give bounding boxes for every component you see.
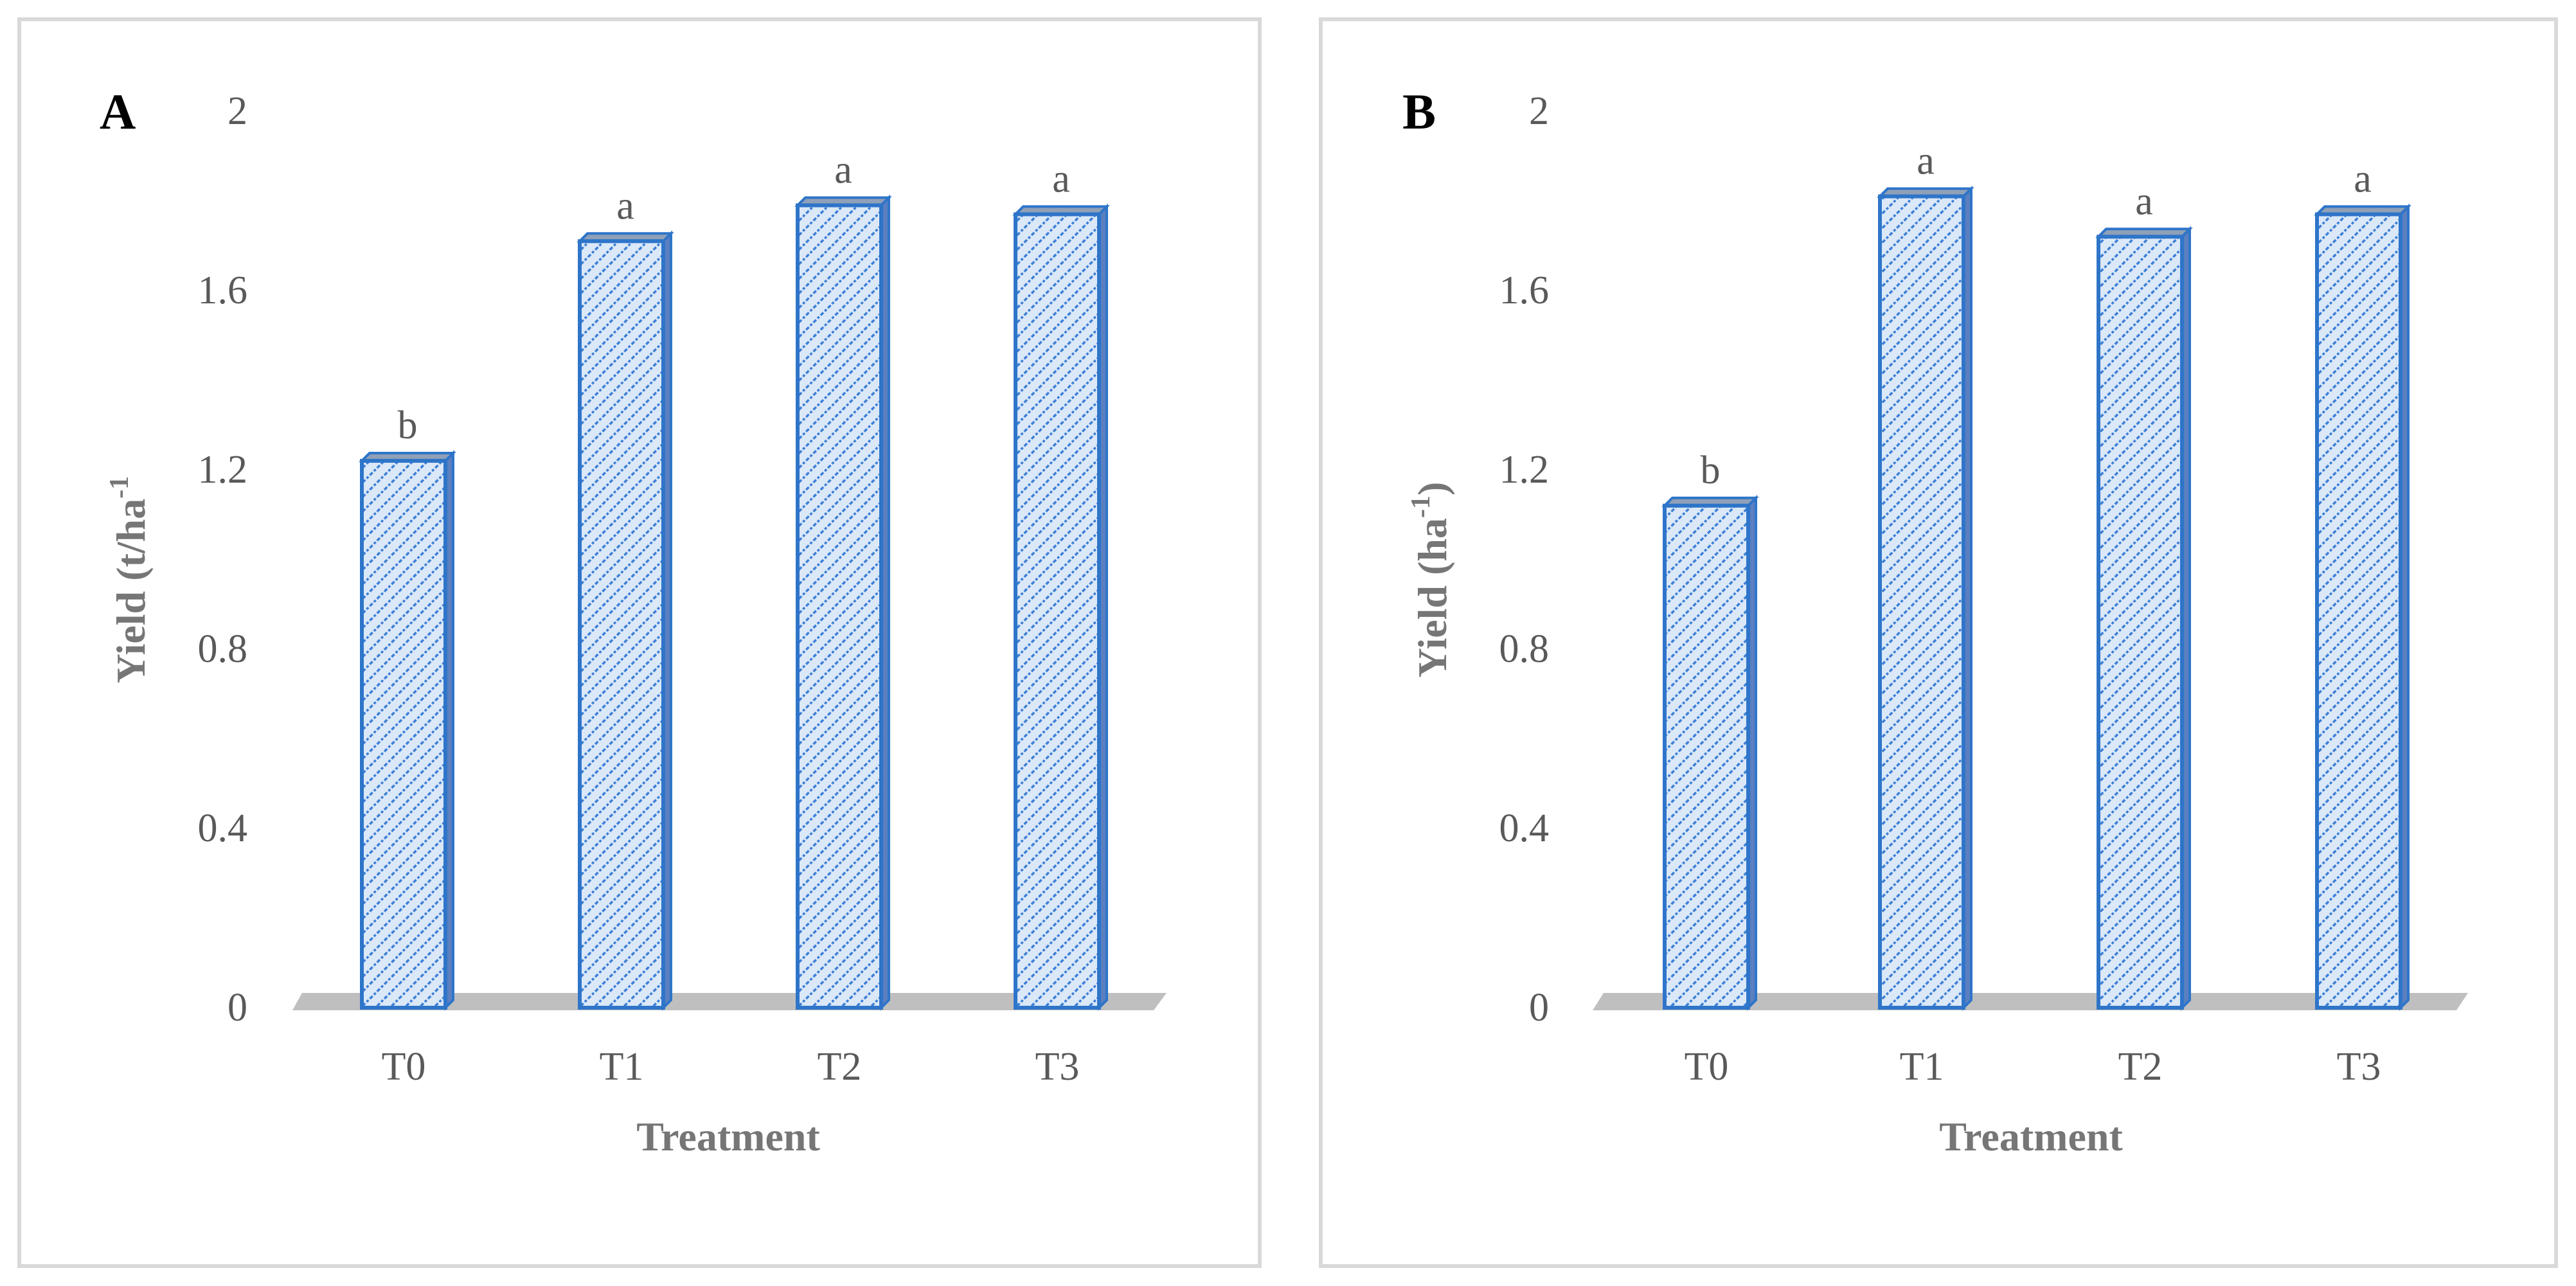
y-tick-label: 1.2: [1499, 448, 1550, 492]
x-tick-label: T0: [382, 1045, 426, 1089]
panel-letter: A: [100, 84, 136, 139]
bar-front: [2097, 235, 2184, 1010]
y-axis-title-main: Yield (ha: [1409, 518, 1455, 677]
bar-front: [578, 239, 665, 1010]
y-tick-label: 0: [1529, 986, 1549, 1030]
bar-t3: a: [1012, 157, 1110, 1011]
x-tick-label: T1: [1900, 1045, 1944, 1089]
y-tick-label: 2: [228, 89, 247, 133]
significance-label: a: [616, 184, 634, 228]
y-axis-title-superscript: -1: [105, 476, 134, 499]
bar-front: [2315, 212, 2402, 1010]
y-axis-title-tail: ): [1409, 482, 1455, 496]
bar-t1: a: [1877, 139, 1974, 1011]
chart-panel-a: A 0 0.4 0.8 1.2 1.6 2 b a a a T0 T1 T2 T3 Treatment…: [17, 17, 1262, 1268]
y-axis-ticks: 0 0.4 0.8 1.2 1.6 2: [198, 89, 248, 1030]
y-axis-title: Yield (ha-1): [1406, 482, 1455, 678]
bar-front: [796, 203, 883, 1010]
bar-t2: a: [2095, 179, 2193, 1011]
y-tick-label: 0.4: [1499, 807, 1550, 850]
bars: b a a a: [1661, 139, 2411, 1011]
significance-label: a: [2354, 157, 2372, 201]
y-axis-ticks: 0 0.4 0.8 1.2 1.6 2: [1499, 89, 1550, 1030]
bars: b a a a: [359, 148, 1110, 1011]
panel-letter: B: [1402, 84, 1436, 139]
x-tick-label: T3: [1035, 1045, 1080, 1089]
bar-t1: a: [577, 184, 674, 1011]
y-axis-title-main: Yield (t/ha: [108, 499, 154, 683]
chart-panel-b: B 0 0.4 0.8 1.2 1.6 2 b a a a T0 T1 T2 T3 Treatment…: [1319, 17, 2558, 1268]
x-axis-title: Treatment: [636, 1114, 820, 1159]
bar-t0: b: [1661, 449, 1759, 1011]
bar-front: [1878, 194, 1965, 1010]
significance-label: a: [2135, 179, 2153, 223]
y-tick-label: 2: [1529, 89, 1549, 133]
significance-label: a: [834, 148, 852, 192]
significance-label: b: [1701, 449, 1721, 492]
bar-front: [1014, 212, 1101, 1010]
bar-t3: a: [2314, 157, 2411, 1011]
bar-front: [1663, 503, 1750, 1010]
x-tick-label: T3: [2337, 1045, 2381, 1089]
chart-floor: [1593, 993, 2468, 1010]
y-tick-label: 0: [228, 986, 247, 1030]
x-tick-label: T2: [818, 1045, 862, 1089]
y-tick-label: 1.6: [198, 269, 248, 312]
y-tick-label: 1.2: [198, 448, 248, 492]
y-tick-label: 0.8: [1499, 627, 1550, 671]
y-axis-title: Yield (t/ha-1: [105, 476, 154, 683]
x-axis-ticks: T0 T1 T2 T3: [382, 1045, 1080, 1089]
bar-front: [360, 459, 447, 1010]
y-tick-label: 1.6: [1499, 269, 1550, 312]
bar-t2: a: [794, 148, 892, 1011]
x-axis-title: Treatment: [1939, 1114, 2123, 1159]
x-tick-label: T0: [1685, 1045, 1729, 1089]
bar-t0: b: [359, 404, 456, 1011]
x-tick-label: T2: [2118, 1045, 2163, 1089]
chart-floor: [292, 993, 1167, 1010]
x-tick-label: T1: [600, 1045, 644, 1089]
y-tick-label: 0.8: [198, 627, 248, 671]
y-axis-title-superscript: -1: [1406, 496, 1436, 518]
x-axis-ticks: T0 T1 T2 T3: [1685, 1045, 2381, 1089]
significance-label: a: [1052, 157, 1070, 201]
significance-label: b: [398, 404, 418, 447]
y-tick-label: 0.4: [198, 807, 248, 850]
significance-label: a: [1917, 139, 1935, 183]
